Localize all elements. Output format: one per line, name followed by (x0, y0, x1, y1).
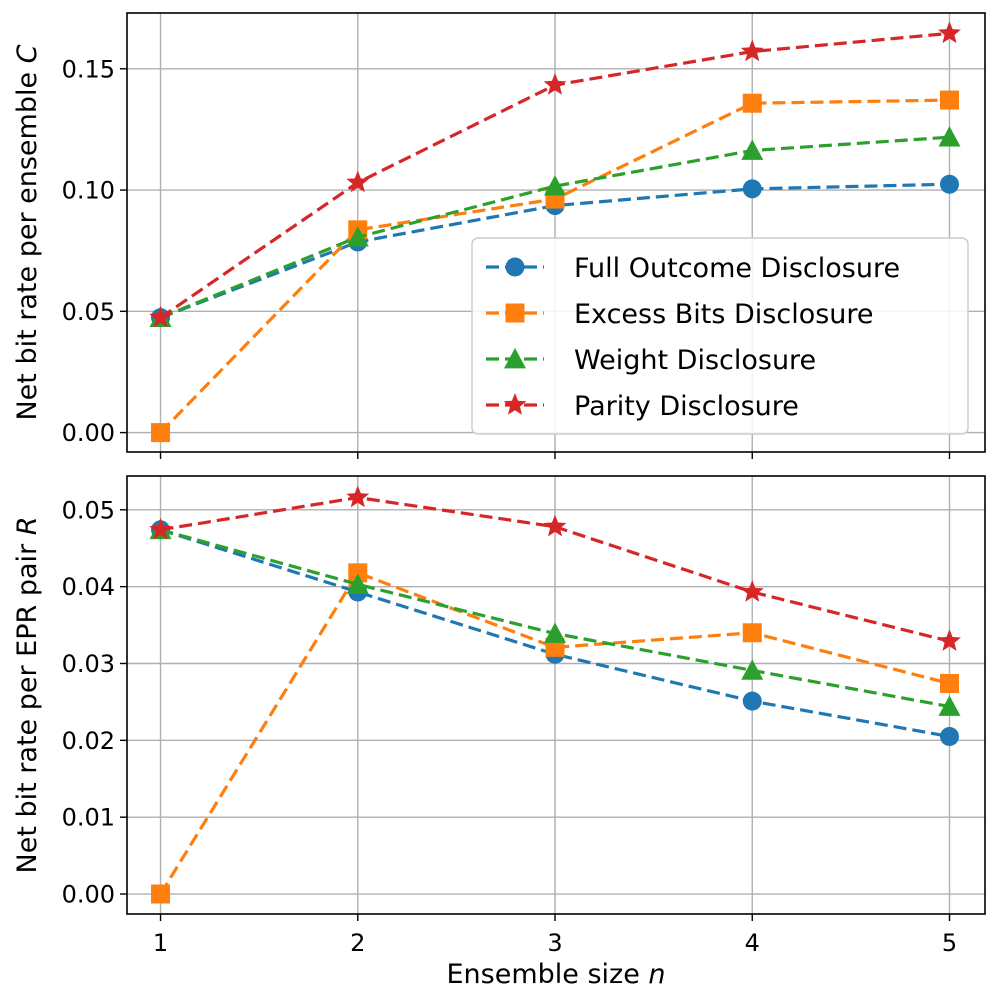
x-axis-label: Ensemble size n (446, 959, 665, 990)
top-point-parity (346, 170, 370, 193)
bottom-y-tick-label: 0.00 (62, 881, 115, 909)
top-point-parity (543, 73, 567, 95)
x-tick-label: 2 (350, 929, 365, 957)
bottom-point-parity (740, 580, 764, 602)
x-tick-label: 3 (547, 929, 562, 957)
legend-marker-weight (504, 348, 526, 369)
top-point-weight (346, 226, 369, 247)
legend-marker-excess (505, 303, 525, 323)
top-point-weight (544, 175, 567, 196)
bottom-y-tick-label: 0.02 (62, 727, 115, 755)
bottom-point-full (742, 691, 762, 711)
legend: Full Outcome Disclosure Excess Bits Discl… (471, 237, 969, 435)
bottom-point-parity (543, 514, 567, 537)
legend-box (471, 237, 969, 435)
legend-marker-parity (503, 393, 527, 415)
bottom-axes-frame (126, 475, 986, 915)
bottom-point-parity (149, 517, 172, 540)
top-axes-frame (126, 12, 986, 453)
bottom-line-excess (159, 570, 950, 895)
bottom-point-excess (939, 673, 959, 693)
bottom-y-tick-label: 0.05 (62, 496, 115, 524)
top-point-full (939, 174, 959, 194)
bottom-y-axis-label: Net bit rate per EPR pair R (12, 517, 43, 874)
top-y-axis-label: Net bit rate per ensemble C (12, 44, 43, 420)
legend-label-excess: Excess Bits Disclosure (574, 299, 874, 330)
top-point-parity (149, 305, 172, 328)
top-y-tick-label: 0.10 (62, 177, 115, 205)
legend-entry-full: Full Outcome Disclosure (486, 253, 900, 284)
x-tick-label: 4 (745, 929, 760, 957)
bottom-y-tick-label: 0.04 (62, 573, 115, 601)
legend-label-full: Full Outcome Disclosure (574, 253, 900, 284)
top-point-parity (938, 21, 961, 44)
top-series-parity (149, 21, 961, 328)
bottom-point-weight (938, 695, 961, 716)
top-y-tick-label: 0.05 (62, 298, 115, 326)
top-point-weight (741, 139, 764, 160)
bottom-grid (127, 476, 985, 914)
bottom-y-tick-label: 0.03 (62, 650, 115, 678)
legend-entry-parity: Parity Disclosure (486, 391, 799, 422)
top-point-parity (740, 39, 764, 62)
top-point-full (742, 179, 762, 199)
top-panel: 0.00 0.05 0.10 0.15 Net bit rate per ensembl… (12, 12, 986, 459)
top-point-excess (939, 90, 959, 110)
legend-label-parity: Parity Disclosure (574, 391, 799, 422)
bottom-series-parity (149, 485, 961, 651)
legend-marker-full (505, 257, 525, 277)
x-tick-label: 5 (942, 929, 957, 957)
top-point-weight (938, 126, 961, 147)
x-tick-label: 1 (153, 929, 168, 957)
bottom-line-full (160, 528, 950, 739)
legend-entry-weight: Weight Disclosure (486, 345, 816, 376)
legend-label-weight: Weight Disclosure (574, 345, 816, 376)
bottom-point-full (939, 726, 959, 746)
top-point-excess (151, 423, 171, 443)
bottom-point-excess (742, 623, 762, 643)
top-y-tick-label: 0.00 (62, 419, 115, 447)
bottom-point-parity (346, 485, 370, 508)
bottom-series-weight (149, 518, 961, 716)
bottom-point-weight (741, 659, 764, 680)
bottom-y-tick-label: 0.01 (62, 804, 115, 832)
bottom-panel: 0.00 0.01 0.02 0.03 0.04 0.05 1 2 3 4 5 Net bit rat… (12, 475, 986, 990)
top-line-weight (159, 135, 950, 320)
bottom-point-weight (544, 622, 567, 643)
legend-entry-excess: Excess Bits Disclosure (486, 299, 874, 330)
bottom-point-parity (938, 629, 961, 651)
top-point-excess (742, 93, 762, 113)
bottom-point-excess (348, 563, 368, 583)
bottom-point-weight (346, 573, 369, 594)
top-y-tick-label: 0.15 (62, 55, 115, 83)
bottom-point-excess (151, 884, 171, 904)
